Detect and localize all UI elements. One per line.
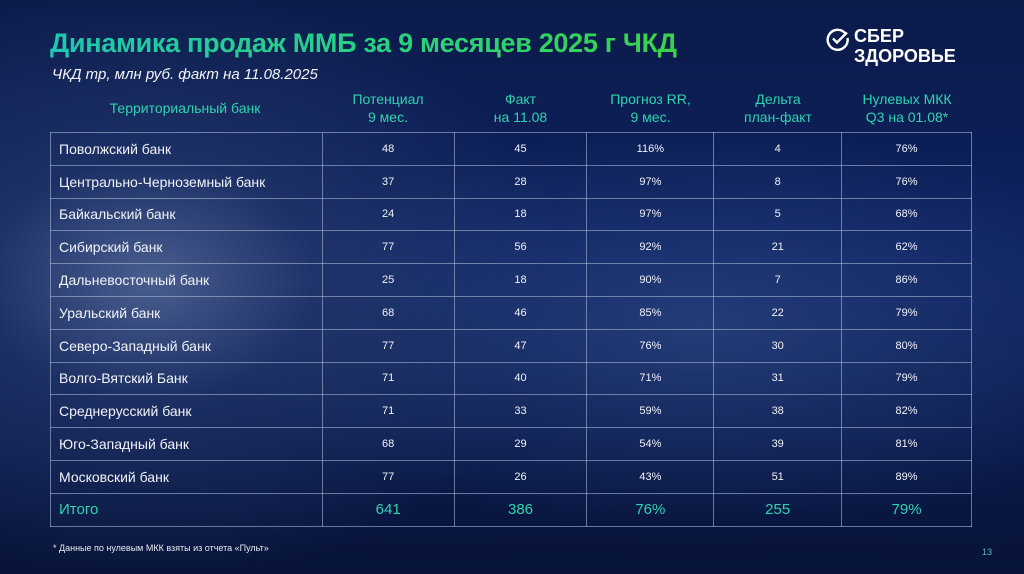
- header-bank: Территориальный банк: [109, 100, 261, 116]
- cell-bank: Центрально-Черноземный банк: [50, 164, 323, 199]
- cell-bank: Уральский банк: [50, 295, 323, 330]
- cell-fact: 18: [453, 263, 588, 297]
- cell-potential: 641: [321, 492, 455, 527]
- cell-bank: Среднерусский банк: [50, 394, 323, 429]
- sber-zdorovie-logo: СБЕР ЗДОРОВЬЕ: [826, 26, 956, 66]
- cell-zero-mkk: 80%: [841, 328, 972, 363]
- cell-delta: 255: [713, 492, 843, 527]
- cell-forecast: 43%: [586, 459, 715, 494]
- cell-delta: 5: [713, 197, 843, 232]
- cell-potential: 71: [321, 394, 455, 429]
- cell-delta: 38: [713, 394, 843, 429]
- cell-forecast: 76%: [586, 492, 715, 527]
- cell-fact: 26: [453, 459, 588, 494]
- cell-zero-mkk: 82%: [841, 394, 972, 429]
- cell-delta: 21: [713, 230, 843, 265]
- cell-bank: Северо-Западный банк: [50, 328, 323, 363]
- cell-zero-mkk: 81%: [841, 427, 972, 461]
- header-forecast: Прогноз RR, 9 мес.: [610, 91, 691, 125]
- cell-delta: 39: [713, 427, 843, 461]
- table-row: Сибирский банк 77 56 92% 21 62%: [50, 230, 972, 265]
- cell-potential: 77: [321, 328, 455, 363]
- cell-forecast: 59%: [586, 394, 715, 429]
- cell-fact: 386: [453, 492, 588, 527]
- cell-bank: Волго-Вятский Банк: [50, 361, 323, 396]
- cell-forecast: 92%: [586, 230, 715, 265]
- cell-delta: 7: [713, 263, 843, 297]
- cell-potential: 71: [321, 361, 455, 396]
- cell-bank: Сибирский банк: [50, 230, 323, 265]
- table-row: Уральский банк 68 46 85% 22 79%: [50, 295, 972, 330]
- cell-forecast: 116%: [586, 132, 715, 166]
- cell-potential: 77: [321, 230, 455, 265]
- cell-bank: Байкальский банк: [50, 197, 323, 232]
- cell-potential: 24: [321, 197, 455, 232]
- cell-bank: Итого: [50, 492, 323, 527]
- cell-forecast: 71%: [586, 361, 715, 396]
- cell-zero-mkk: 79%: [841, 361, 972, 396]
- cell-potential: 37: [321, 164, 455, 199]
- cell-fact: 47: [453, 328, 588, 363]
- footnote: * Данные по нулевым МКК взяты из отчета …: [53, 543, 269, 553]
- header-delta: Дельта план-факт: [744, 91, 812, 125]
- table-row: Байкальский банк 24 18 97% 5 68%: [50, 197, 972, 232]
- table-row: Северо-Западный банк 77 47 76% 30 80%: [50, 328, 972, 363]
- table-row: Среднерусский банк 71 33 59% 38 82%: [50, 394, 972, 429]
- cell-potential: 77: [321, 459, 455, 494]
- header-zero-mkk: Нулевых МКК Q3 на 01.08*: [862, 91, 952, 125]
- cell-delta: 4: [713, 132, 843, 166]
- cell-bank: Дальневосточный банк: [50, 263, 323, 297]
- cell-zero-mkk: 76%: [841, 164, 972, 199]
- cell-zero-mkk: 68%: [841, 197, 972, 232]
- cell-delta: 31: [713, 361, 843, 396]
- header-fact: Факт на 11.08: [493, 91, 548, 125]
- cell-zero-mkk: 86%: [841, 263, 972, 297]
- sber-check-icon: [826, 28, 849, 51]
- page-subtitle: ЧКД тр, млн руб. факт на 11.08.2025: [52, 66, 318, 83]
- sales-table: Поволжский банк 48 45 116% 4 76% Центрально-Че…: [50, 132, 972, 527]
- cell-bank: Поволжский банк: [50, 132, 323, 166]
- cell-potential: 68: [321, 295, 455, 330]
- cell-forecast: 76%: [586, 328, 715, 363]
- cell-fact: 29: [453, 427, 588, 461]
- cell-zero-mkk: 76%: [841, 132, 972, 166]
- page-title: Динамика продаж ММБ за 9 месяцев 2025 г …: [50, 28, 677, 58]
- logo-line1: СБЕР: [854, 26, 904, 46]
- cell-zero-mkk: 79%: [841, 295, 972, 330]
- cell-fact: 40: [453, 361, 588, 396]
- table-row: Поволжский банк 48 45 116% 4 76%: [50, 132, 972, 166]
- cell-delta: 22: [713, 295, 843, 330]
- cell-fact: 18: [453, 197, 588, 232]
- cell-delta: 8: [713, 164, 843, 199]
- logo-line2: ЗДОРОВЬЕ: [854, 46, 956, 66]
- cell-fact: 28: [453, 164, 588, 199]
- table-row: Дальневосточный банк 25 18 90% 7 86%: [50, 263, 972, 297]
- table-row: Юго-Западный банк 68 29 54% 39 81%: [50, 427, 972, 461]
- cell-fact: 46: [453, 295, 588, 330]
- table-row: Центрально-Черноземный банк 37 28 97% 8 76%: [50, 164, 972, 199]
- cell-potential: 48: [321, 132, 455, 166]
- cell-fact: 45: [453, 132, 588, 166]
- cell-bank: Московский банк: [50, 459, 323, 494]
- table-row: Волго-Вятский Банк 71 40 71% 31 79%: [50, 361, 972, 396]
- table-row: Московский банк 77 26 43% 51 89%: [50, 459, 972, 494]
- cell-delta: 30: [713, 328, 843, 363]
- cell-forecast: 97%: [586, 197, 715, 232]
- cell-zero-mkk: 62%: [841, 230, 972, 265]
- cell-potential: 25: [321, 263, 455, 297]
- cell-zero-mkk: 89%: [841, 459, 972, 494]
- cell-forecast: 85%: [586, 295, 715, 330]
- cell-bank: Юго-Западный банк: [50, 427, 323, 461]
- cell-zero-mkk: 79%: [841, 492, 972, 527]
- cell-delta: 51: [713, 459, 843, 494]
- cell-forecast: 90%: [586, 263, 715, 297]
- cell-forecast: 54%: [586, 427, 715, 461]
- cell-fact: 33: [453, 394, 588, 429]
- header-potential: Потенциал 9 мес.: [352, 91, 424, 125]
- cell-potential: 68: [321, 427, 455, 461]
- cell-forecast: 97%: [586, 164, 715, 199]
- cell-fact: 56: [453, 230, 588, 265]
- total-row: Итого 641 386 76% 255 79%: [50, 492, 972, 527]
- page-number: 13: [982, 547, 993, 557]
